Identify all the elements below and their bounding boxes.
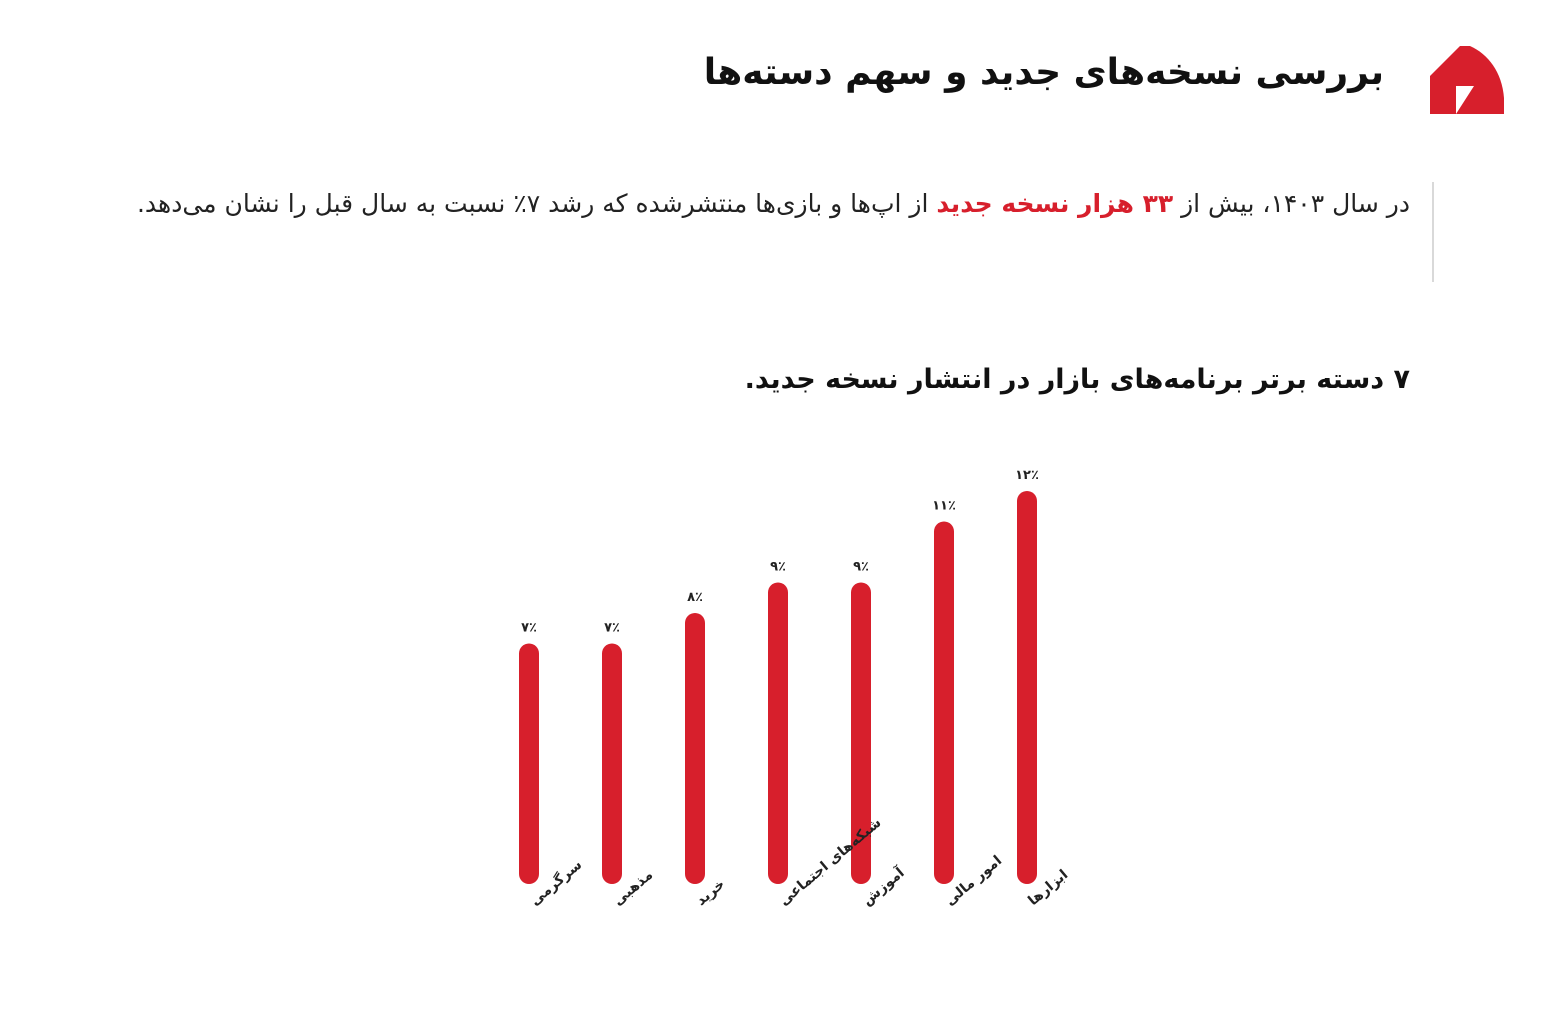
value-label-1: ۱۱٪ bbox=[932, 499, 956, 514]
brand-logo bbox=[1430, 46, 1504, 114]
chart-title: ۷ دسته برتر برنامه‌های بازار در انتشار ن… bbox=[744, 364, 1410, 395]
intro-text-before: در سال ۱۴۰۳، بیش از bbox=[1181, 189, 1410, 218]
page-title: بررسی نسخه‌های جدید و سهم دسته‌ها bbox=[703, 52, 1385, 93]
value-label-3: ۹٪ bbox=[770, 560, 786, 575]
value-label-0: ۱۲٪ bbox=[1015, 468, 1039, 483]
value-label-6: ۷٪ bbox=[521, 621, 537, 636]
intro-paragraph: در سال ۱۴۰۳، بیش از ۳۳ هزار نسخه جدید از… bbox=[110, 170, 1410, 237]
value-label-4: ۸٪ bbox=[687, 590, 703, 605]
value-label-2: ۹٪ bbox=[853, 560, 869, 575]
quote-rule bbox=[1432, 182, 1434, 282]
intro-highlight: ۳۳ هزار نسخه جدید bbox=[936, 189, 1174, 218]
intro-text-after: از اپ‌ها و بازی‌ها منتشرشده که رشد ۷٪ نس… bbox=[136, 189, 929, 218]
value-label-5: ۷٪ bbox=[604, 621, 620, 636]
